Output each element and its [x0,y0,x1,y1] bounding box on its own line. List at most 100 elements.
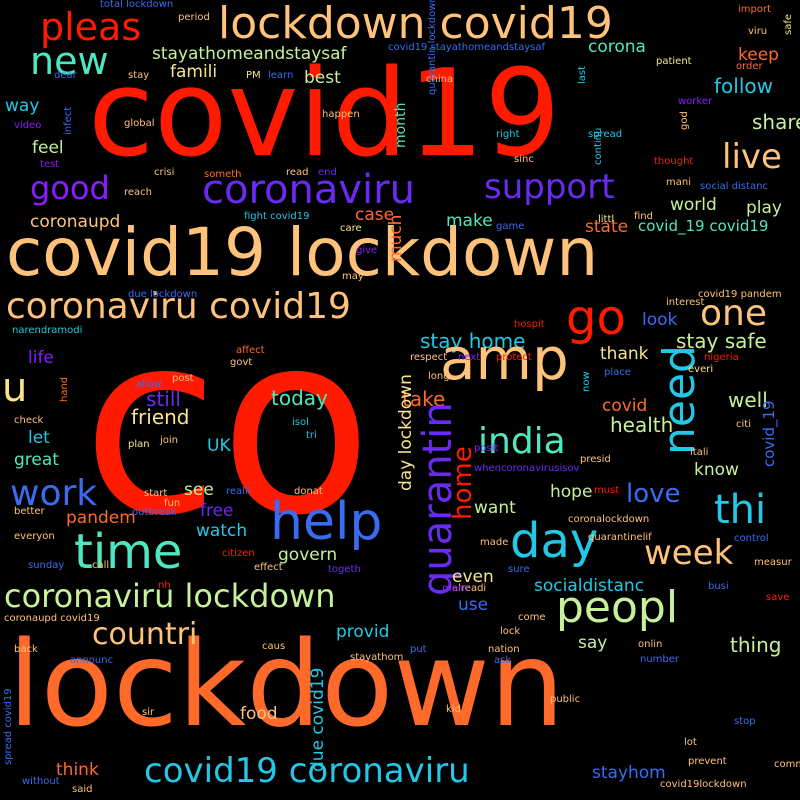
word-itali: itali [690,447,709,458]
word-thought: thought [654,156,694,167]
word-made: made [480,537,509,548]
word-continu: continu [593,127,604,165]
word-find: find [634,211,653,222]
word-learn: learn [268,70,294,81]
word-month: month [393,102,409,148]
word-know: know [694,460,739,480]
word-place: place [604,367,631,378]
word-coronaviru: coronaviru [202,167,415,213]
word-littl: littl [598,214,615,225]
word-pm: PM [246,70,261,81]
word-covid19: covid19 [88,45,561,184]
word-presid: presid [580,454,611,465]
word-case: case [355,205,395,225]
word-take: take [402,387,446,411]
word-need: need [654,345,705,455]
word-said: said [72,784,93,795]
word-dear: dear [54,70,77,81]
word-put: put [410,644,427,655]
word-happen: happen [322,109,360,120]
word-safe: safe [783,13,794,35]
word-thi: thi [714,487,767,533]
word-nh: nh [158,580,171,591]
word-way: way [5,96,40,116]
word-socialdistanc: socialdistanc [534,576,645,596]
word-read: read [286,167,309,178]
word-thank: thank [600,344,649,364]
word-infect: infect [63,106,74,135]
word-fun: fun [164,498,181,509]
word-quarantinelif: quarantinelif [588,532,652,543]
word-friend: friend [131,405,190,429]
word-god: god [679,111,690,130]
word-let: let [28,428,50,448]
word-measur: measur [754,557,792,568]
word-india: india [478,421,566,462]
word-even: even [452,567,494,587]
word-co: co [82,279,373,570]
word-patient: patient [656,56,692,67]
word-keep: keep [738,45,779,65]
word-interest: interest [666,297,705,308]
word-caus: caus [262,641,286,652]
word-covid19-lockdown: covid19 lockdown [6,214,599,291]
word-social-distanc: social distanc [700,181,768,192]
word-corona: corona [588,37,646,57]
word-state: state [585,217,629,237]
word-day: day [510,513,599,569]
word-pandem: pandem [66,508,136,528]
word-great: great [14,450,59,470]
word-next: next [458,352,481,363]
word-care: care [340,223,362,234]
word-covid19lockdown: covid19lockdown [660,779,747,790]
word-spread-covid19: spread covid19 [3,688,14,765]
word-stayathom: stayathom [350,652,404,663]
word-best: best [304,68,341,88]
word-long: long [428,371,450,382]
word-nation: nation [488,644,520,655]
word-number: number [640,654,680,665]
word-good: good [30,169,110,207]
word-much: much [386,214,406,262]
word-nigeria: nigeria [704,352,739,363]
word-start: start [144,488,168,499]
word-plan: plan [128,439,150,450]
word-stay-home: stay home [420,329,526,353]
word-come: come [518,612,546,623]
word-stay: stay [128,70,150,81]
word-coronalockdown: coronalockdown [568,514,650,525]
word-end: end [318,167,337,178]
word-effect: effect [254,562,283,573]
word-posit: posit [474,443,499,454]
word-better: better [14,506,45,517]
word-spread: spread [588,129,623,140]
word-sunday: sunday [28,560,65,571]
word-period: period [178,12,210,23]
word-narendramodi: narendramodi [12,325,83,336]
word-govt: govt [230,357,253,368]
word-hope: hope [550,482,593,502]
word-citi: citi [736,419,751,430]
word-coronaviru-covid19: coronaviru covid19 [6,286,351,327]
word-mani: mani [666,177,691,188]
word-covid-19-covid19: covid_19 covid19 [638,217,769,235]
word-check: check [14,415,44,426]
word-realli: realli [226,486,251,497]
word-lockdown-covid19: lockdown covid19 [218,0,613,49]
word-stop: stop [734,716,756,727]
word-want: want [474,498,516,518]
word-see: see [184,480,214,500]
word-video: video [14,120,42,131]
word-due-lockdown: due lockdown [128,289,198,300]
word-morn: morn [442,583,469,594]
word-post: post [172,373,194,384]
word-lot: lot [684,737,697,748]
word-save: save [766,592,790,603]
word-reach: reach [124,187,153,198]
word-hospit: hospit [514,319,545,330]
word-today: today [271,386,328,410]
word-commun: commun [774,759,800,770]
word-covid19-coronaviru: covid19 coronaviru [144,751,470,791]
word-isol: isol [292,417,309,428]
